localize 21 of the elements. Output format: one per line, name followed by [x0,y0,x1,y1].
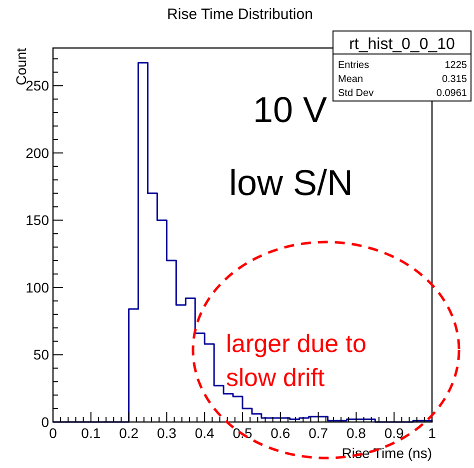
stats-box: rt_hist_0_0_10 Entries 1225 Mean 0.315 Std Dev 0.0961 [332,30,472,102]
x-tick-label: 0.4 [194,425,215,441]
y-tick-label: 0 [41,414,50,430]
y-tick-label: 250 [26,78,50,94]
x-tick-label: 0.9 [384,425,404,441]
x-tick-label: 1 [428,425,436,441]
chart-title: Rise Time Distribution [167,6,313,23]
annotation: larger due to slow drift [226,330,366,392]
y-tick-label: 50 [33,346,50,363]
annotation: 10 V [253,89,328,130]
y-tick-label: 100 [26,279,50,296]
y-tick-label: 200 [26,144,50,161]
x-tick-label: 0.6 [270,425,290,441]
x-tick-label: 0.7 [308,425,328,441]
annotation: low S/N [229,162,354,203]
y-tick-label: 150 [26,212,50,228]
x-tick-label: 0.8 [346,425,366,441]
x-tick-label: 0.2 [119,425,139,441]
annotation: rt_hist_0_0_10 [349,36,456,53]
x-tick-label: 0.3 [156,425,177,441]
x-tick-label: 0.1 [81,425,101,441]
